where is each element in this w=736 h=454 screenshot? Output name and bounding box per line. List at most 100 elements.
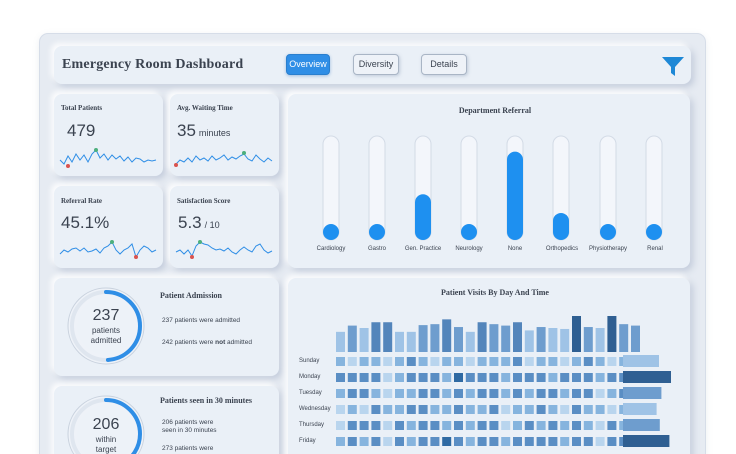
sparkline-satisfaction: [175, 240, 273, 259]
heat-cell: [371, 437, 381, 446]
dept-bar-none[interactable]: [507, 151, 523, 240]
heat-cell: [371, 421, 381, 430]
heat-cell: [395, 357, 404, 366]
heat-cell: [336, 373, 345, 382]
heat-cell: [383, 437, 393, 446]
dept-label: Renal: [647, 246, 663, 252]
hour-bar: [430, 324, 440, 352]
day-label: Tuesday: [299, 390, 322, 396]
heat-cell: [430, 437, 440, 446]
heat-cell: [560, 421, 570, 430]
admitted-note: 237 patients were admitted: [162, 317, 241, 324]
heat-cell: [595, 357, 605, 366]
dept-bar-neurology[interactable]: [461, 224, 477, 240]
seen-outside-note: 273 patients were: [162, 445, 214, 452]
heat-cell: [336, 389, 345, 398]
dept-bar-gen-practice[interactable]: [415, 194, 431, 240]
heat-cell: [583, 405, 593, 414]
heat-cell: [607, 373, 617, 382]
heat-cell: [607, 421, 617, 430]
heat-cell: [442, 437, 452, 446]
day-total-bar: [623, 419, 660, 431]
seen-within-note-2: seen in 30 minutes: [162, 427, 217, 434]
heat-cell: [395, 421, 404, 430]
heat-cell: [430, 389, 440, 398]
hour-bar: [371, 322, 381, 352]
heat-cell: [454, 405, 463, 414]
day-label: Monday: [299, 374, 321, 380]
heat-cell: [583, 357, 593, 366]
heat-cell: [465, 373, 475, 382]
hour-bar: [359, 328, 369, 352]
patient-visits-title: Patient Visits By Day And Time: [441, 288, 549, 297]
heat-cell: [465, 405, 475, 414]
heat-cell: [501, 405, 511, 414]
sparkline-referral-rate: [59, 240, 157, 259]
hour-bar: [560, 328, 570, 352]
heat-cell: [583, 389, 593, 398]
heat-cell: [395, 373, 404, 382]
heat-cell: [524, 421, 534, 430]
heat-cell: [536, 357, 546, 366]
heat-cell: [359, 389, 369, 398]
heat-cell: [406, 437, 416, 446]
heat-cell: [359, 437, 369, 446]
heat-cell: [371, 405, 381, 414]
patient-admission-title: Patient Admission: [160, 291, 223, 300]
heat-cell: [371, 373, 381, 382]
dept-bar-renal[interactable]: [646, 224, 662, 240]
kpi-unit: / 10: [204, 220, 220, 230]
heat-cell: [595, 389, 605, 398]
dept-bar-physiotherapy[interactable]: [600, 224, 616, 240]
heat-cell: [489, 421, 499, 430]
heat-cell: [406, 357, 416, 366]
dept-label: None: [507, 246, 523, 252]
dashboard-title: Emergency Room Dashboard: [62, 57, 244, 72]
heat-cell: [524, 389, 534, 398]
heat-cell: [430, 357, 440, 366]
heat-cell: [418, 389, 428, 398]
hour-bar: [607, 316, 617, 352]
kpi-card-avg-wait: [170, 94, 279, 176]
heat-cell: [572, 389, 581, 398]
heat-cell: [536, 437, 546, 446]
seen-30-gauge-label-1: within: [95, 435, 117, 444]
heat-cell: [454, 373, 463, 382]
hour-bar: [572, 316, 581, 352]
filter-funnel-icon[interactable]: [661, 54, 685, 78]
heat-cell: [406, 421, 416, 430]
heat-cell: [465, 421, 475, 430]
dept-bar-orthopedics[interactable]: [553, 212, 569, 240]
kpi-title: Avg. Waiting Time: [177, 104, 233, 112]
hour-bar: [548, 328, 558, 352]
heat-cell: [607, 357, 617, 366]
heat-cell: [359, 421, 369, 430]
heat-cell: [454, 421, 463, 430]
heat-cell: [383, 421, 393, 430]
heat-cell: [501, 421, 511, 430]
heat-cell: [595, 405, 605, 414]
kpi-unit: minutes: [198, 128, 231, 138]
heat-cell: [359, 405, 369, 414]
admission-gauge-value: 237: [92, 307, 120, 324]
heat-cell: [572, 357, 581, 366]
sparkline-total-patients: [59, 148, 157, 168]
department-referral-chart: [322, 135, 663, 241]
heat-cell: [383, 389, 393, 398]
tab-diversity[interactable]: Diversity: [353, 54, 399, 75]
heat-cell: [513, 421, 522, 430]
dept-bar-gastro[interactable]: [369, 224, 385, 240]
heat-cell: [536, 389, 546, 398]
heat-cell: [395, 437, 404, 446]
dept-bar-cardiology[interactable]: [323, 224, 339, 240]
heat-cell: [430, 405, 440, 414]
tab-overview[interactable]: Overview: [286, 54, 330, 75]
heat-cell: [524, 357, 534, 366]
tab-details[interactable]: Details: [421, 54, 467, 75]
heat-cell: [347, 437, 357, 446]
heat-cell: [336, 421, 345, 430]
hour-bar: [442, 319, 452, 352]
heat-cell: [489, 437, 499, 446]
heat-cell: [477, 373, 487, 382]
heat-cell: [489, 405, 499, 414]
